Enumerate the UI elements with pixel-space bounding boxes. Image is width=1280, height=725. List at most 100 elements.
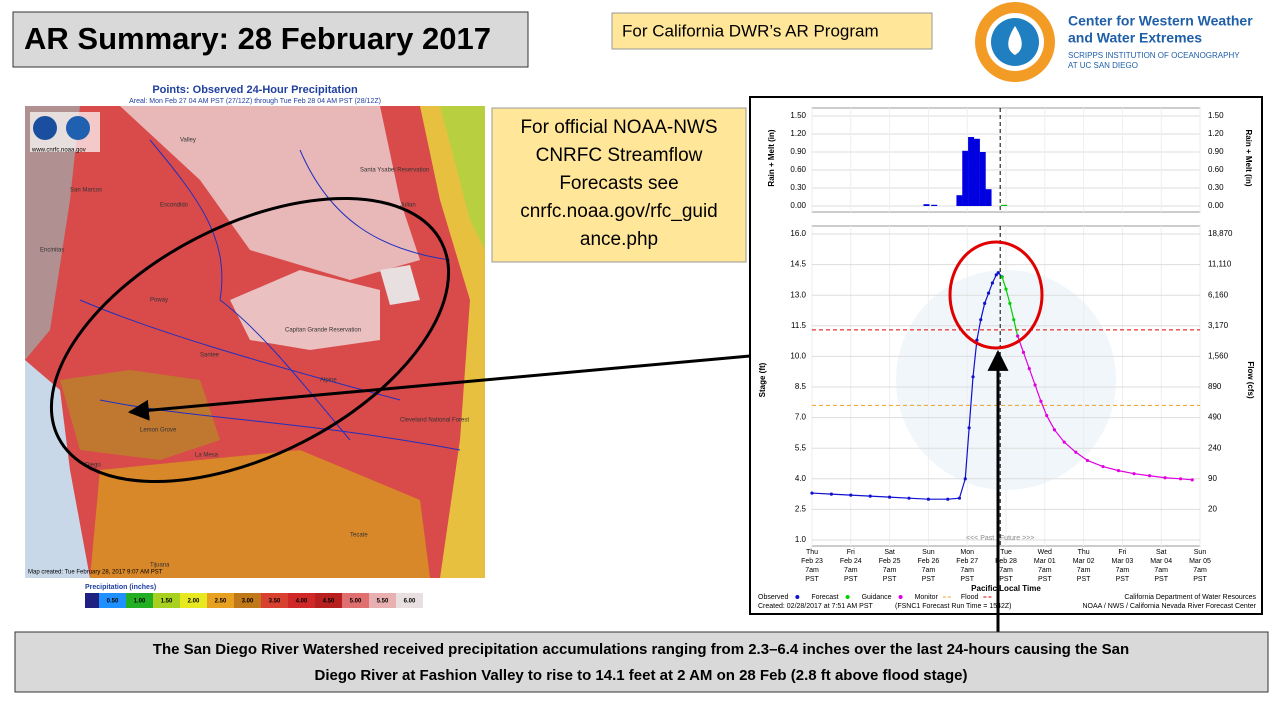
- x-tick-label: PST: [1038, 576, 1052, 583]
- series-point: [1033, 383, 1037, 387]
- legend-label: Observed: [758, 594, 788, 601]
- y-tick-label: 1.50: [1208, 111, 1224, 120]
- y2-tick-label: 240: [1208, 443, 1222, 452]
- rain-bar: [962, 150, 969, 206]
- map-subtitle: Areal: Mon Feb 27 04 AM PST (27/12Z) thr…: [129, 98, 381, 105]
- legend-label: 5.50: [377, 599, 389, 605]
- series-point: [963, 477, 967, 481]
- y2-tick-label: 11,110: [1208, 260, 1232, 269]
- axis-label: Rain + Melt (in): [1244, 129, 1253, 186]
- y2-tick-label: 1,560: [1208, 352, 1229, 361]
- axis-label: Stage (ft): [758, 362, 767, 397]
- map-title: Points: Observed 24-Hour Precipitation: [152, 84, 358, 96]
- x-tick-label: Thu: [1078, 549, 1090, 556]
- x-tick-label: 7am: [883, 567, 897, 574]
- y-tick-label: 0.90: [790, 147, 806, 156]
- x-tick-label: Wed: [1038, 549, 1052, 556]
- series-point: [1027, 367, 1031, 371]
- series-point: [957, 496, 962, 500]
- y-tick-label: 10.0: [790, 352, 806, 361]
- series-point: [907, 496, 911, 500]
- y-tick-label: 0.00: [1208, 201, 1224, 210]
- logo-title: and Water Extremes: [1068, 30, 1202, 46]
- place-label: Tecate: [350, 533, 368, 539]
- y-tick-label: 5.5: [795, 443, 807, 452]
- legend-label: 3.50: [269, 599, 281, 605]
- legend-swatch: [207, 593, 234, 608]
- x-tick-label: 7am: [999, 567, 1013, 574]
- rain-bar: [985, 189, 992, 206]
- x-tick-label: 7am: [1193, 567, 1207, 574]
- series-point: [1045, 413, 1049, 418]
- series-point: [996, 271, 1000, 275]
- credit: California Department of Water Resources: [1124, 594, 1256, 601]
- legend-label: 0.50: [107, 599, 119, 605]
- logo: [975, 2, 1055, 82]
- y-tick-label: 4.0: [795, 474, 807, 483]
- legend-swatch: [845, 595, 850, 599]
- map-created: Map created: Tue February 28, 2017 9:07 …: [28, 570, 163, 576]
- x-tick-label: PST: [922, 576, 936, 583]
- x-tick-label: Feb 27: [956, 558, 978, 565]
- series-point: [990, 281, 995, 285]
- series-point: [979, 318, 983, 322]
- past-future: <<< Past | Future >>>: [966, 535, 1034, 542]
- y-tick-label: 1.20: [1208, 129, 1224, 138]
- x-tick-label: Fri: [1118, 549, 1127, 556]
- x-tick-label: Sun: [1194, 549, 1207, 556]
- logo-title: Center for Western Weather: [1068, 13, 1253, 29]
- series-point: [810, 491, 814, 495]
- rain-bar: [979, 152, 986, 206]
- x-tick-label: Feb 25: [879, 558, 901, 565]
- series-point: [1085, 458, 1090, 463]
- series-point: [888, 495, 892, 499]
- legend-label: 2.50: [215, 599, 227, 605]
- x-tick-label: Mar 05: [1189, 558, 1211, 565]
- legend-label: Monitor: [915, 594, 939, 601]
- y-tick-label: 1.20: [790, 129, 806, 138]
- place-label: Cleveland National Forest: [400, 418, 469, 424]
- series-point: [986, 291, 991, 295]
- x-tick-label: Sun: [922, 549, 935, 556]
- legend-label: 1.00: [134, 599, 146, 605]
- series-point: [829, 492, 834, 496]
- y-tick-label: 16.0: [790, 229, 806, 238]
- rain-bar: [1001, 204, 1008, 206]
- axis-label: Rain + Melt (in): [767, 129, 776, 186]
- x-tick-label: 7am: [1116, 567, 1130, 574]
- y-tick-label: 0.60: [790, 165, 806, 174]
- x-tick-label: Mar 02: [1073, 558, 1095, 565]
- legend-label: Flood: [961, 594, 979, 601]
- legend-swatch: [369, 593, 396, 608]
- series-point: [1004, 287, 1008, 291]
- y-tick-label: 14.5: [790, 260, 806, 269]
- hydrograph: 0.00 0.00 0.30 0.30 0.60 0.60 0.90 0.90 1.20 1.20…: [758, 107, 1257, 610]
- series-line: [811, 271, 1003, 500]
- place-label: San Marcos: [70, 188, 102, 194]
- credit: NOAA / NWS / California Nevada River For…: [1082, 603, 1256, 610]
- map: [25, 106, 485, 578]
- x-tick-label: 7am: [960, 567, 974, 574]
- x-tick-label: PST: [805, 576, 819, 583]
- y-tick-label: 11.5: [791, 321, 807, 330]
- legend-label: 4.00: [296, 599, 308, 605]
- peak-circle: [948, 240, 1044, 350]
- legend-label: 6.00: [404, 599, 416, 605]
- run-time: (FSNC1 Forecast Run Time = 1542Z): [895, 603, 1012, 610]
- y2-tick-label: 20: [1208, 505, 1217, 514]
- legend-title: Precipitation (inches): [85, 584, 156, 591]
- series-point: [1052, 428, 1057, 432]
- legend-label: 5.00: [350, 599, 362, 605]
- place-label: Escondido: [160, 203, 189, 209]
- legend-swatch: [396, 593, 423, 608]
- y-tick-label: 0.30: [1208, 183, 1224, 192]
- x-tick-label: Mar 01: [1034, 558, 1056, 565]
- legend-swatch: [85, 593, 99, 608]
- rain-bar: [968, 137, 975, 206]
- y-tick-label: 13.0: [790, 290, 806, 299]
- y2-tick-label: 490: [1208, 413, 1222, 422]
- legend-label: 3.00: [242, 599, 254, 605]
- x-tick-label: 7am: [805, 567, 819, 574]
- summary-text: Diego River at Fashion Valley to rise to…: [315, 667, 968, 684]
